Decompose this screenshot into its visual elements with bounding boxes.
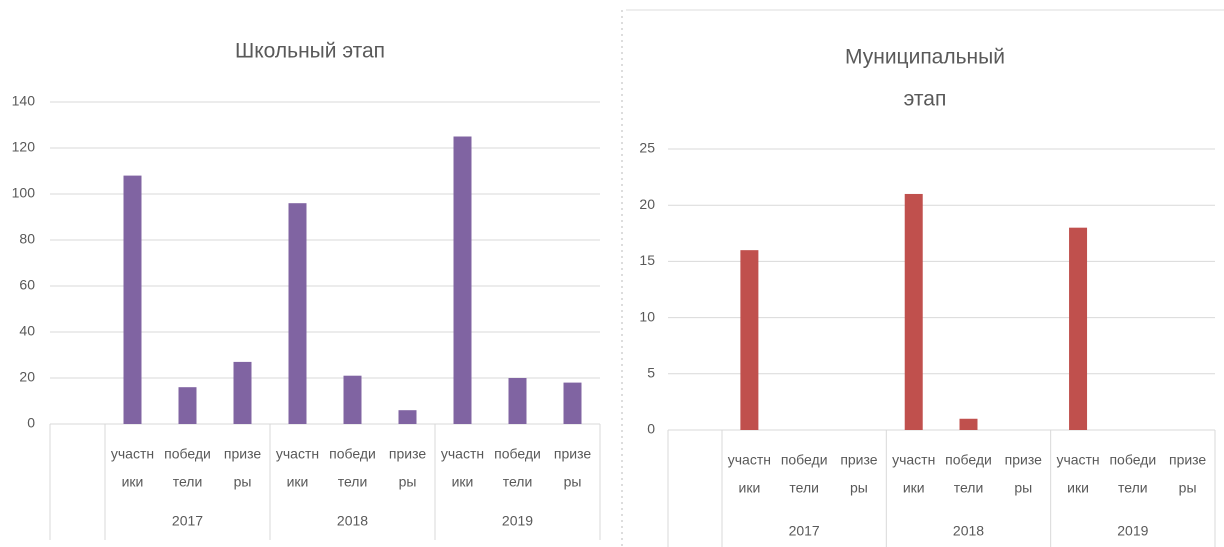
x-tick-label: ики <box>122 474 144 490</box>
group-label: 2017 <box>172 513 203 529</box>
x-tick-label: призе <box>389 446 426 462</box>
x-tick-label: призе <box>840 452 877 468</box>
bar <box>904 193 923 430</box>
x-tick-label: призе <box>1005 452 1042 468</box>
y-tick-label: 15 <box>639 252 655 268</box>
y-tick-label: 0 <box>647 421 655 437</box>
x-tick-label: ики <box>903 480 925 496</box>
bar <box>563 382 582 424</box>
x-tick-label: участн <box>441 446 484 462</box>
x-tick-label: ики <box>287 474 309 490</box>
group-label: 2019 <box>1117 523 1148 539</box>
y-tick-label: 100 <box>12 185 36 201</box>
y-tick-label: 20 <box>639 196 655 212</box>
chart-title: этап <box>904 88 947 111</box>
chart-title: Муниципальный <box>845 46 1005 69</box>
x-tick-label: призе <box>554 446 591 462</box>
x-tick-label: тели <box>503 474 533 490</box>
y-tick-label: 80 <box>19 231 35 247</box>
bar <box>123 175 142 424</box>
x-tick-label: ры <box>1179 480 1197 496</box>
bar <box>288 203 307 424</box>
x-tick-label: тели <box>1118 480 1148 496</box>
y-tick-label: 40 <box>19 323 35 339</box>
x-tick-label: участн <box>111 446 154 462</box>
x-tick-label: участн <box>892 452 935 468</box>
bar <box>740 250 759 430</box>
y-tick-label: 120 <box>12 139 36 155</box>
x-tick-label: тели <box>173 474 203 490</box>
y-tick-label: 140 <box>12 93 36 109</box>
x-tick-label: победи <box>164 446 211 462</box>
bar <box>343 375 362 424</box>
y-tick-label: 10 <box>639 308 655 324</box>
y-tick-label: 60 <box>19 277 35 293</box>
bar <box>398 410 417 424</box>
x-tick-label: победи <box>781 452 828 468</box>
bar <box>959 418 978 430</box>
x-tick-label: ры <box>850 480 868 496</box>
x-tick-label: победи <box>1109 452 1156 468</box>
x-tick-label: ры <box>1014 480 1032 496</box>
x-tick-label: победи <box>494 446 541 462</box>
x-tick-label: призе <box>1169 452 1206 468</box>
bar <box>508 378 527 424</box>
y-tick-label: 25 <box>639 140 655 156</box>
group-label: 2019 <box>502 513 533 529</box>
y-tick-label: 20 <box>19 369 35 385</box>
x-tick-label: ры <box>399 474 417 490</box>
group-label: 2018 <box>953 523 984 539</box>
group-label: 2018 <box>337 513 368 529</box>
x-tick-label: тели <box>338 474 368 490</box>
bar <box>1069 227 1088 430</box>
x-tick-label: участн <box>1056 452 1099 468</box>
chart-title: Школьный этап <box>235 40 385 63</box>
x-tick-label: призе <box>224 446 261 462</box>
x-tick-label: ики <box>739 480 761 496</box>
x-tick-label: тели <box>789 480 819 496</box>
y-tick-label: 0 <box>27 415 35 431</box>
group-label: 2017 <box>789 523 820 539</box>
x-tick-label: ики <box>452 474 474 490</box>
x-tick-label: ики <box>1067 480 1089 496</box>
y-tick-label: 5 <box>647 365 655 381</box>
bar <box>453 136 472 424</box>
bar <box>178 387 197 424</box>
x-tick-label: ры <box>234 474 252 490</box>
x-tick-label: участн <box>276 446 319 462</box>
x-tick-label: победи <box>945 452 992 468</box>
bar <box>233 361 252 424</box>
x-tick-label: участн <box>728 452 771 468</box>
x-tick-label: победи <box>329 446 376 462</box>
x-tick-label: тели <box>954 480 984 496</box>
x-tick-label: ры <box>564 474 582 490</box>
